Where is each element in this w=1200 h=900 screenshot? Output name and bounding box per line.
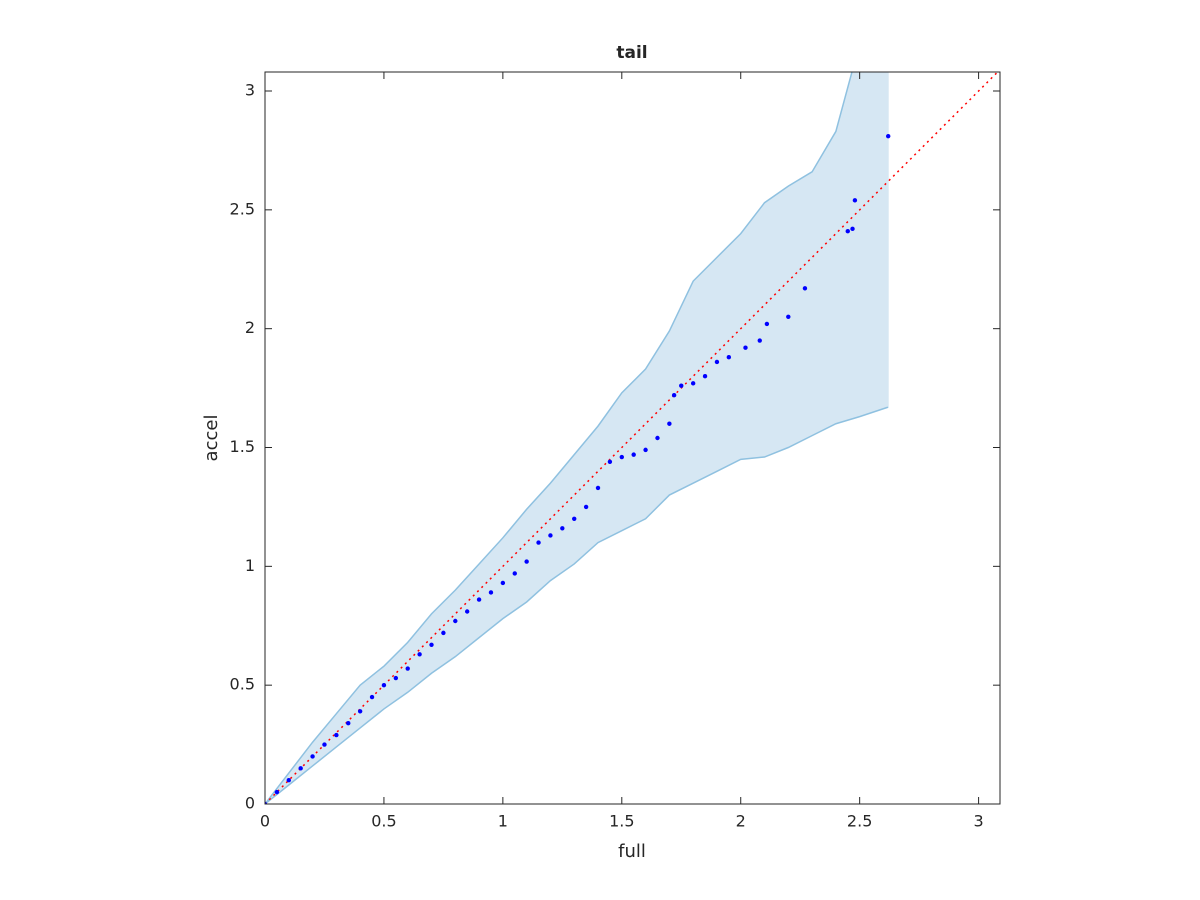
data-point [536,540,541,545]
data-point [714,359,720,365]
x-axis-label: full [618,841,646,862]
y-tick-label: 2 [245,318,255,337]
data-point [286,778,291,783]
band-upper-edge [265,72,853,804]
data-point [619,454,624,460]
data-point [886,133,891,139]
data-point [643,447,648,453]
y-tick-label: 1 [245,556,255,575]
data-point [743,345,748,350]
data-point [595,485,601,491]
data-point [500,580,506,586]
reference-line [265,72,999,804]
data-point [476,597,482,602]
y-axis-label: accel [201,415,222,462]
data-point [726,354,732,360]
data-point [512,571,517,576]
data-point [393,675,399,681]
x-tick-label: 1 [498,812,508,831]
data-point [464,609,470,614]
data-point [322,742,327,747]
x-tick-label: 0 [260,812,270,831]
data-point [453,618,458,624]
y-tick-label: 0 [245,794,255,813]
chart-title: tail [616,43,647,63]
x-tick-label: 1.5 [609,812,634,831]
data-point [852,198,858,203]
x-tick-label: 2 [736,812,746,831]
data-point [524,559,529,564]
data-point [334,732,339,738]
y-tick-label: 3 [245,81,255,100]
data-point [274,789,280,795]
data-point [690,381,696,386]
y-tick-label: 1.5 [230,437,255,456]
data-point [679,383,684,388]
x-tick-label: 3 [973,812,983,831]
y-tick-label: 2.5 [230,199,255,218]
data-point [671,393,677,398]
data-point [369,694,375,700]
data-point [548,533,553,538]
data-point [310,754,315,759]
data-point [572,516,577,522]
data-point [583,504,589,510]
data-point [764,321,770,327]
data-point [786,314,791,319]
data-point [346,720,351,726]
axes-box [264,71,1001,805]
data-point [560,526,565,531]
data-point [298,766,303,771]
data-point [429,642,434,647]
data-point [607,459,613,464]
data-point [702,374,708,379]
data-point [667,421,672,426]
data-point [802,286,808,291]
data-point [405,666,410,671]
y-tick-label: 0.5 [230,675,255,694]
data-point [357,709,363,714]
data-point [265,801,268,804]
data-point [417,652,422,657]
data-point [850,226,855,232]
data-point [441,630,446,636]
data-point [381,682,387,688]
data-point [655,435,660,441]
plot-area [265,72,999,804]
data-point [488,590,494,595]
data-point [631,452,636,457]
x-tick-label: 2.5 [847,812,872,831]
x-tick-label: 0.5 [371,812,396,831]
data-point [845,229,850,234]
confidence-band [265,72,889,804]
data-point [757,338,762,343]
band-lower-edge [265,406,889,804]
